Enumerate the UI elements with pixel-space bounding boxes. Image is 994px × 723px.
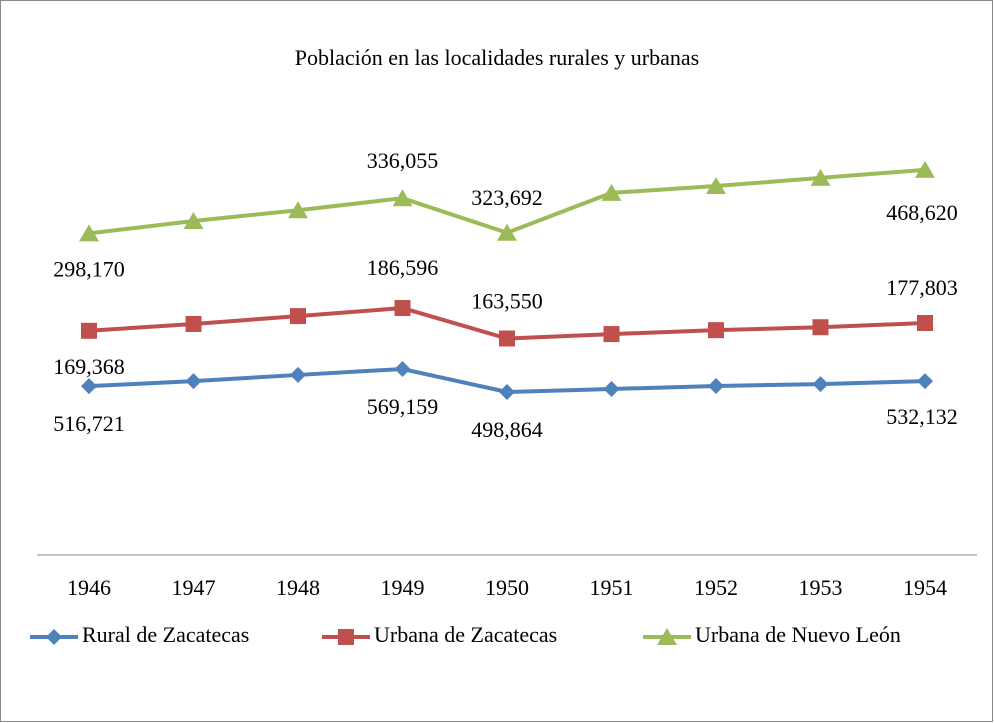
- data-label: 516,721: [53, 411, 125, 436]
- data-label: 498,864: [471, 417, 543, 442]
- legend-label: Urbana de Nuevo León: [695, 622, 901, 647]
- point-marker: [915, 160, 935, 178]
- point-marker: [290, 366, 306, 383]
- data-label: 169,368: [53, 354, 125, 379]
- legend-label: Urbana de Zacatecas: [374, 622, 557, 647]
- x-tick-label: 1947: [172, 575, 216, 600]
- point-marker: [79, 224, 99, 242]
- x-tick-label: 1951: [590, 575, 634, 600]
- point-marker: [708, 378, 724, 395]
- data-label: 532,132: [886, 404, 958, 429]
- point-marker: [603, 380, 620, 397]
- point-marker: [917, 314, 933, 331]
- point-marker: [706, 177, 726, 195]
- point-marker: [290, 308, 306, 325]
- point-marker: [810, 168, 831, 186]
- data-label: 323,692: [471, 185, 543, 210]
- legend-marker: [338, 629, 354, 645]
- x-tick-label: 1954: [903, 575, 947, 600]
- x-tick-label: 1953: [799, 575, 843, 600]
- data-label: 336,055: [367, 148, 439, 173]
- legend-label: Rural de Zacatecas: [82, 622, 249, 647]
- point-marker: [81, 378, 97, 395]
- point-marker: [394, 300, 411, 317]
- point-marker: [185, 373, 202, 390]
- legend-marker: [46, 629, 62, 645]
- point-marker: [603, 326, 620, 343]
- point-marker: [497, 223, 517, 241]
- point-marker: [708, 322, 724, 339]
- data-label: 569,159: [367, 394, 439, 419]
- x-tick-label: 1952: [694, 575, 738, 600]
- data-label: 177,803: [886, 275, 958, 300]
- point-marker: [499, 330, 515, 347]
- data-label: 298,170: [53, 256, 125, 281]
- point-marker: [183, 212, 204, 230]
- data-label: 186,596: [367, 255, 439, 280]
- point-marker: [601, 183, 622, 201]
- point-marker: [812, 376, 829, 393]
- point-marker: [288, 201, 308, 219]
- x-tick-label: 1948: [276, 575, 320, 600]
- point-marker: [917, 373, 933, 390]
- legend-marker: [657, 628, 677, 645]
- data-label: 468,620: [886, 200, 958, 225]
- x-tick-label: 1946: [67, 575, 111, 600]
- point-marker: [812, 319, 829, 336]
- point-marker: [185, 315, 202, 332]
- point-marker: [81, 322, 97, 339]
- chart-title: Población en las localidades rurales y u…: [295, 45, 699, 70]
- x-tick-label: 1950: [485, 575, 529, 600]
- point-marker: [499, 383, 515, 400]
- point-marker: [394, 361, 411, 378]
- data-label: 163,550: [471, 289, 543, 314]
- x-tick-label: 1949: [381, 575, 425, 600]
- point-marker: [392, 189, 413, 207]
